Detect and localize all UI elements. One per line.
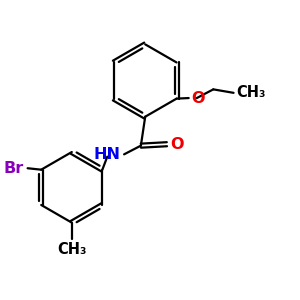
Text: Br: Br xyxy=(4,161,24,176)
Text: HN: HN xyxy=(94,147,121,162)
Text: CH₃: CH₃ xyxy=(236,85,265,100)
Text: CH₃: CH₃ xyxy=(57,242,86,257)
Text: O: O xyxy=(192,91,205,106)
Text: O: O xyxy=(170,137,184,152)
